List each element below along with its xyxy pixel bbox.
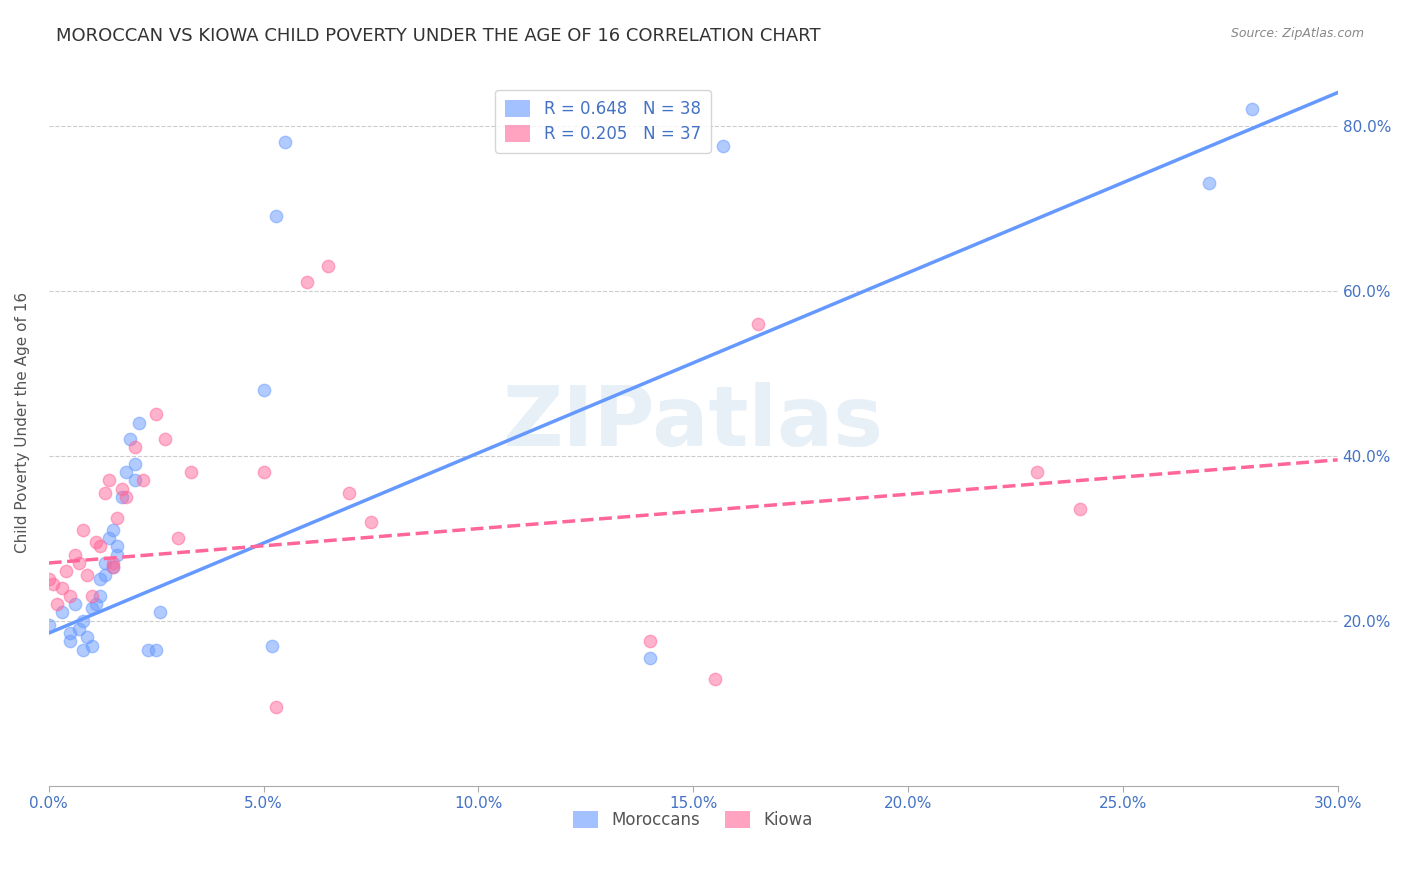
Point <box>252 383 274 397</box>
Point <box>103 523 125 537</box>
Point <box>89 540 111 554</box>
Point <box>295 276 318 290</box>
Point <box>180 465 202 479</box>
Point <box>89 589 111 603</box>
Point <box>72 614 94 628</box>
Point <box>107 540 129 554</box>
Point <box>1069 502 1091 516</box>
Point <box>97 531 120 545</box>
Point <box>84 535 107 549</box>
Point <box>149 606 172 620</box>
Point <box>115 465 138 479</box>
Point <box>747 317 769 331</box>
Point <box>136 642 159 657</box>
Point <box>166 531 188 545</box>
Point <box>63 597 86 611</box>
Point <box>59 589 82 603</box>
Point <box>84 597 107 611</box>
Point <box>93 556 115 570</box>
Point <box>638 651 661 665</box>
Point <box>145 642 167 657</box>
Point <box>72 642 94 657</box>
Point <box>46 597 69 611</box>
Text: ZIPatlas: ZIPatlas <box>503 382 884 463</box>
Point <box>67 556 90 570</box>
Point <box>42 576 65 591</box>
Point <box>80 639 103 653</box>
Point <box>1198 177 1220 191</box>
Point <box>266 210 288 224</box>
Point <box>111 482 134 496</box>
Point <box>120 432 142 446</box>
Point <box>128 416 150 430</box>
Text: Source: ZipAtlas.com: Source: ZipAtlas.com <box>1230 27 1364 40</box>
Point <box>132 474 155 488</box>
Point <box>1240 102 1263 116</box>
Point <box>51 581 73 595</box>
Point <box>76 568 98 582</box>
Legend: Moroccans, Kiowa: Moroccans, Kiowa <box>567 804 820 836</box>
Point <box>38 618 60 632</box>
Point <box>55 564 77 578</box>
Point <box>1025 465 1047 479</box>
Text: MOROCCAN VS KIOWA CHILD POVERTY UNDER THE AGE OF 16 CORRELATION CHART: MOROCCAN VS KIOWA CHILD POVERTY UNDER TH… <box>56 27 821 45</box>
Point <box>153 432 176 446</box>
Point <box>262 639 284 653</box>
Point <box>67 622 90 636</box>
Point <box>38 573 60 587</box>
Point <box>76 630 98 644</box>
Point <box>266 700 288 714</box>
Point <box>145 408 167 422</box>
Point <box>59 634 82 648</box>
Point <box>274 135 297 149</box>
Point <box>93 568 115 582</box>
Point <box>711 139 734 153</box>
Point <box>638 634 661 648</box>
Point <box>80 589 103 603</box>
Point <box>63 548 86 562</box>
Point <box>80 601 103 615</box>
Point <box>103 560 125 574</box>
Point <box>59 626 82 640</box>
Point <box>51 606 73 620</box>
Point <box>316 259 339 273</box>
Point <box>115 490 138 504</box>
Point <box>124 474 146 488</box>
Point <box>97 474 120 488</box>
Point <box>103 556 125 570</box>
Point <box>93 486 115 500</box>
Point <box>103 560 125 574</box>
Point <box>360 515 382 529</box>
Point <box>107 510 129 524</box>
Point <box>107 548 129 562</box>
Point <box>703 672 725 686</box>
Point <box>252 465 274 479</box>
Point <box>339 486 361 500</box>
Y-axis label: Child Poverty Under the Age of 16: Child Poverty Under the Age of 16 <box>15 293 30 553</box>
Point <box>89 573 111 587</box>
Point <box>124 441 146 455</box>
Point <box>111 490 134 504</box>
Point <box>72 523 94 537</box>
Point <box>124 457 146 471</box>
